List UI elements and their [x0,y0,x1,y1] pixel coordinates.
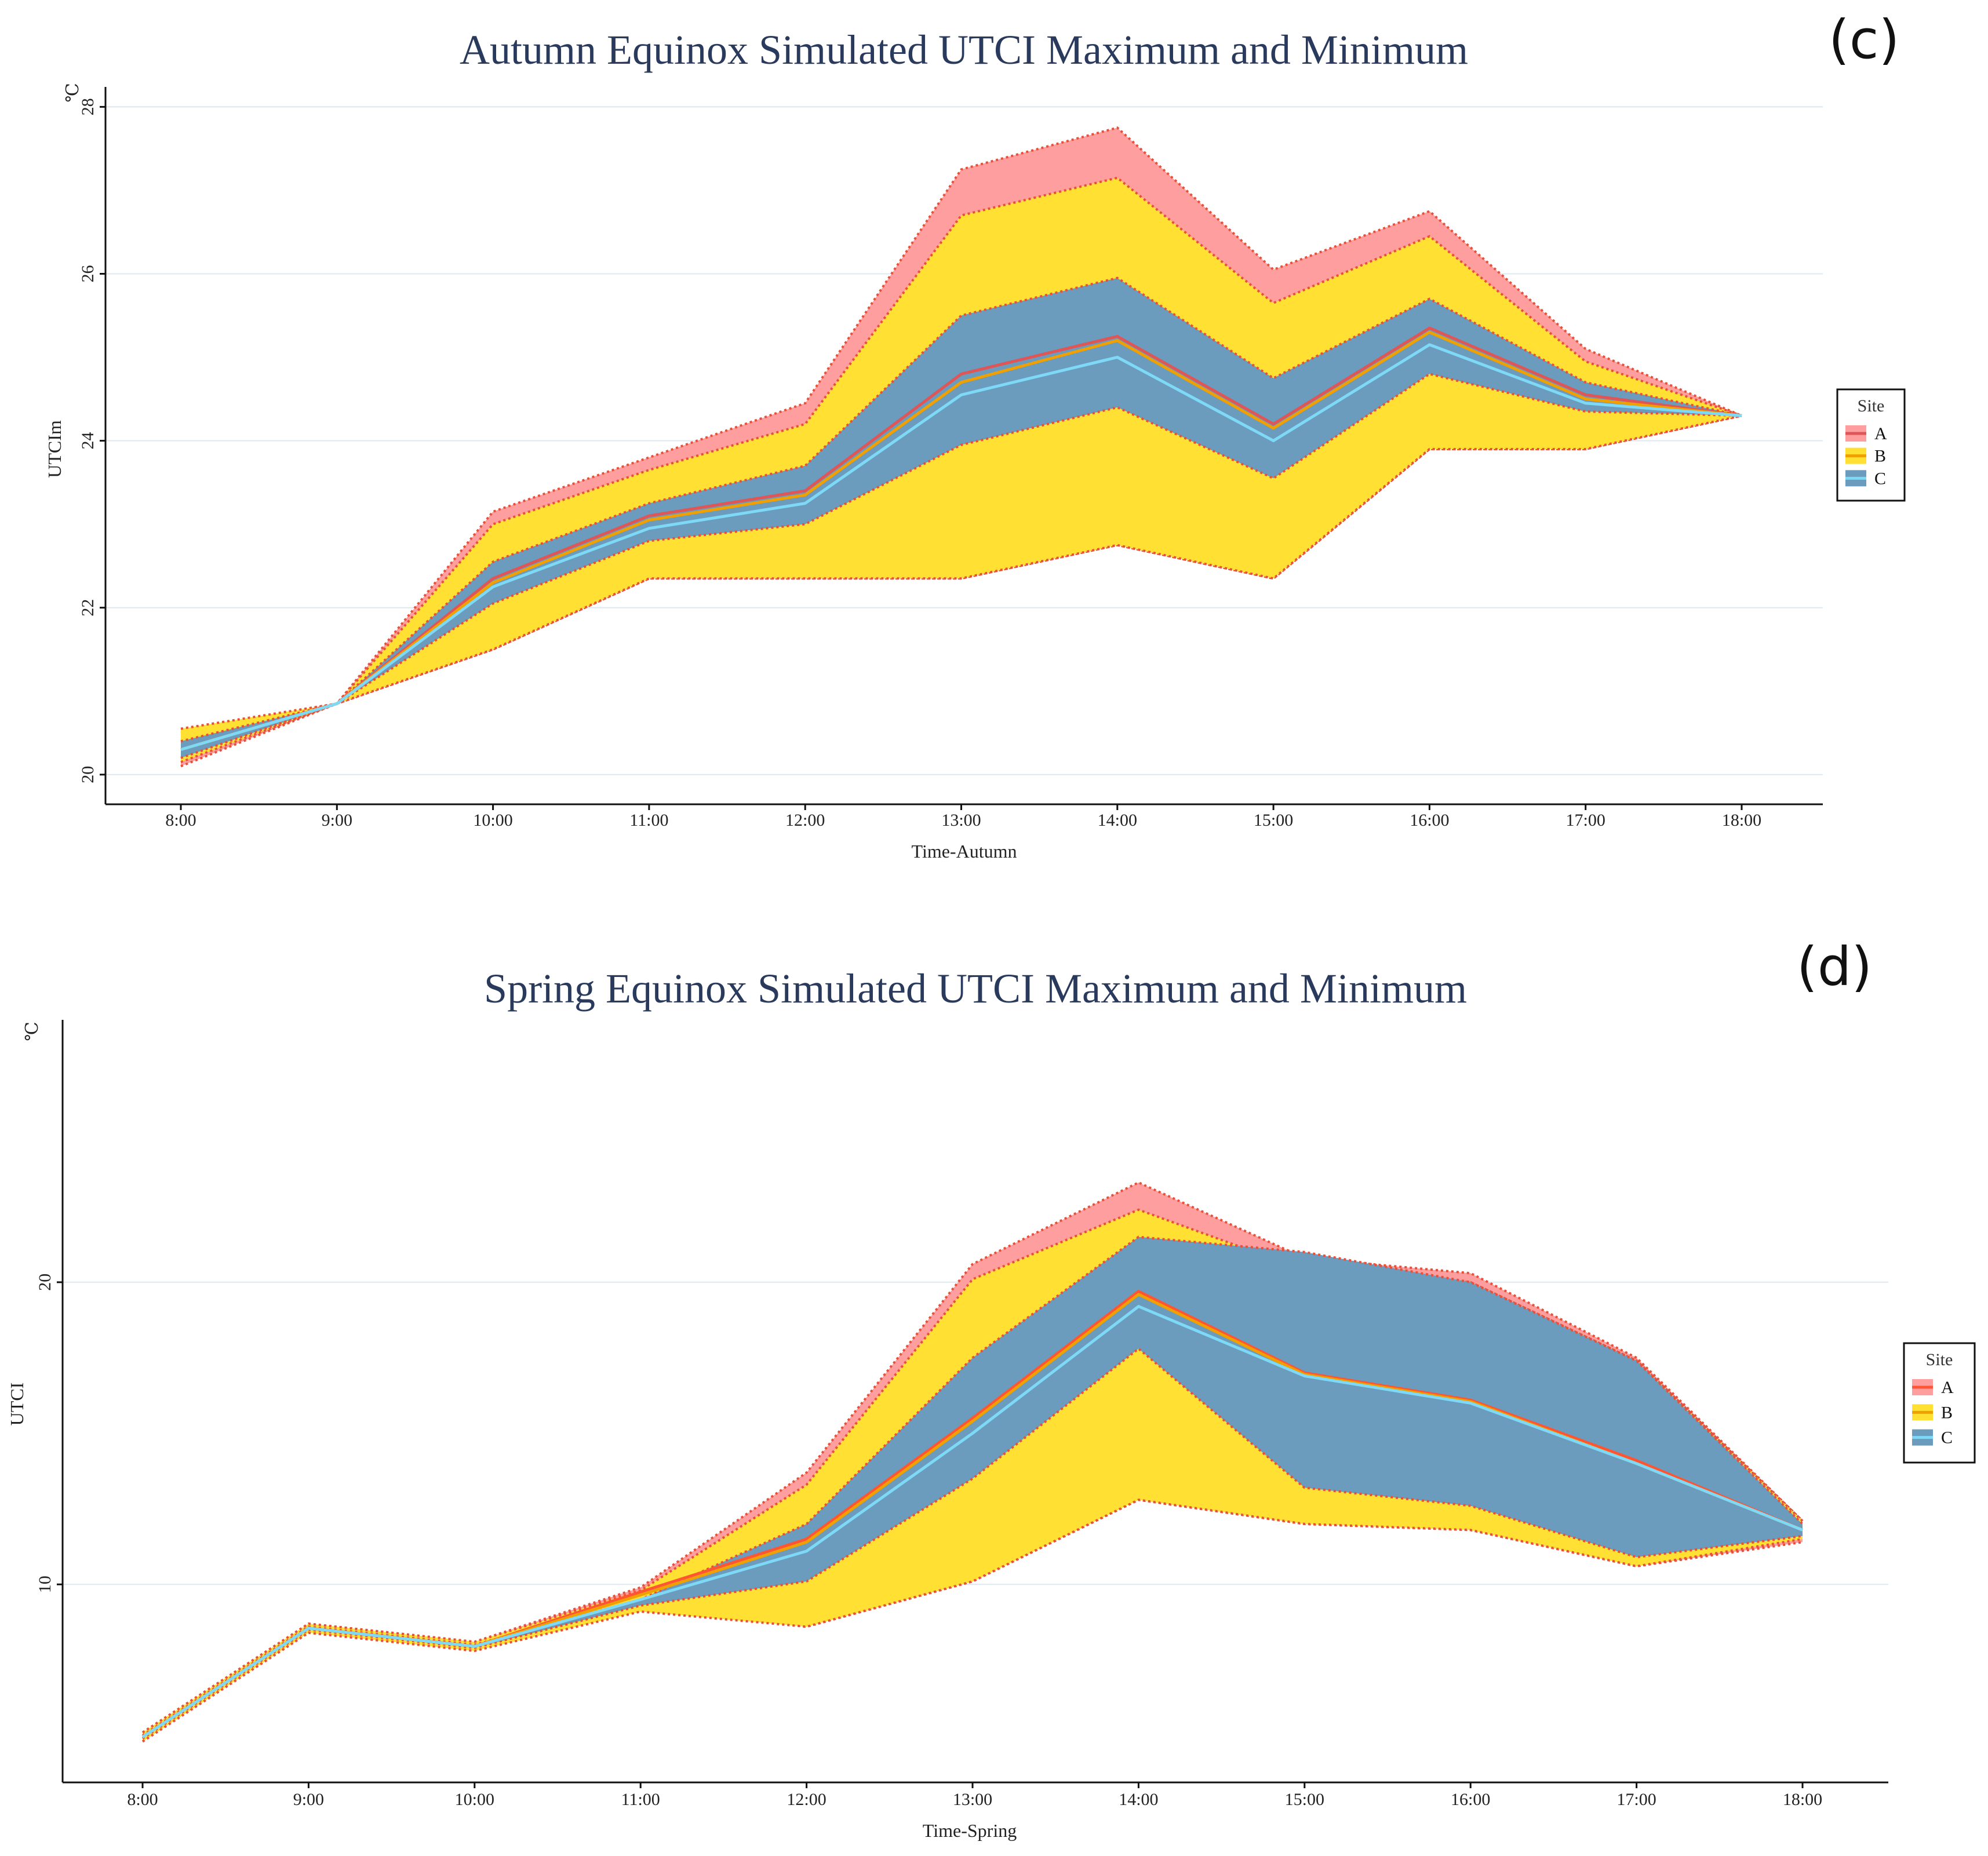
x-tick-label: 14:00 [1098,811,1137,830]
x-axis-title: Time-Spring [923,1820,1017,1841]
legend-label-site-c: C [1941,1428,1953,1447]
x-tick-label: 15:00 [1254,811,1293,830]
x-tick-label: 18:00 [1783,1790,1822,1809]
x-tick-label: 13:00 [941,811,981,830]
y-axis-title: UTCI [6,1383,27,1426]
band-max-edge-site-b [141,1208,1804,1734]
y-tick-label: 20 [78,766,97,783]
spring-chart-panel: 10 20 8:00 9:00 10:00 11:00 12:00 13:00 14:00 15:… [6,936,1976,1841]
band-min-edge-site-b [180,414,1742,764]
x-tick-label: 15:00 [1285,1790,1324,1809]
band-area-site-c [181,278,1742,758]
legend-title: Site [1926,1350,1953,1369]
y-tick-label: 26 [78,265,97,283]
x-tick-label: 13:00 [953,1790,992,1809]
autumn-chart-panel: 20 22 24 26 28 8:00 9:00 10:00 11:00 12:00 13:00 14… [44,9,1906,862]
y-tick-label: 20 [35,1274,54,1291]
mean-line-site-c [141,1305,1803,1738]
legend-label-site-c: C [1874,469,1886,488]
x-tick-label: 8:00 [165,811,196,830]
mean-line-site-a [180,326,1742,751]
x-tick-label: 14:00 [1119,1790,1158,1809]
band-min-edge-site-b [141,1498,1803,1743]
band-max-edge-site-c [141,1235,1804,1737]
legend-label-site-b: B [1941,1403,1953,1422]
x-tick-label: 16:00 [1410,811,1449,830]
y-tick-label: 24 [78,432,97,450]
band-area-site-b [181,177,1742,763]
chart-title: Spring Equinox Simulated UTCI Maximum an… [484,965,1467,1012]
x-tick-label: 17:00 [1616,1790,1656,1809]
mean-line-site-b [180,330,1742,751]
legend: Site ABC [1903,1342,1976,1464]
chart-title: Autumn Equinox Simulated UTCI Maximum an… [460,27,1468,73]
band-min-edge-site-c [180,373,1742,759]
band-area-site-c [143,1237,1803,1739]
band-min-edge-site-c [141,1347,1803,1740]
legend-label-site-b: B [1874,447,1886,466]
x-tick-label: 18:00 [1722,811,1761,830]
x-tick-label: 12:00 [787,1790,826,1809]
band-max-edge-site-a [180,126,1742,734]
y-tick-label: 22 [78,599,97,617]
y-unit-label: ℃ [63,83,82,103]
y-axis-title: UTCIm [44,420,65,478]
x-tick-label: 16:00 [1451,1790,1490,1809]
x-tick-label: 10:00 [455,1790,494,1809]
x-tick-label: 10:00 [473,811,512,830]
x-tick-label: 11:00 [629,811,668,830]
mean-line-site-c [180,343,1742,751]
x-tick-label: 9:00 [322,811,352,830]
x-tick-label: 9:00 [293,1790,324,1809]
legend: Site ABC [1836,388,1906,502]
x-tick-label: 12:00 [785,811,825,830]
x-tick-label: 8:00 [127,1790,158,1809]
x-axis-title: Time-Autumn [912,841,1017,862]
y-tick-label: 28 [78,98,97,115]
legend-label-site-a: A [1941,1378,1954,1397]
x-tick-label: 17:00 [1566,811,1605,830]
panel-tag-label: (d) [1797,936,1872,998]
panel-tag-label: (c) [1829,9,1899,71]
y-tick-label: 10 [35,1576,54,1593]
y-unit-label: ℃ [23,1022,42,1041]
legend-title: Site [1858,396,1885,415]
band-max-edge-site-b [180,176,1742,730]
legend-label-site-a: A [1874,424,1887,443]
x-tick-label: 11:00 [621,1790,660,1809]
